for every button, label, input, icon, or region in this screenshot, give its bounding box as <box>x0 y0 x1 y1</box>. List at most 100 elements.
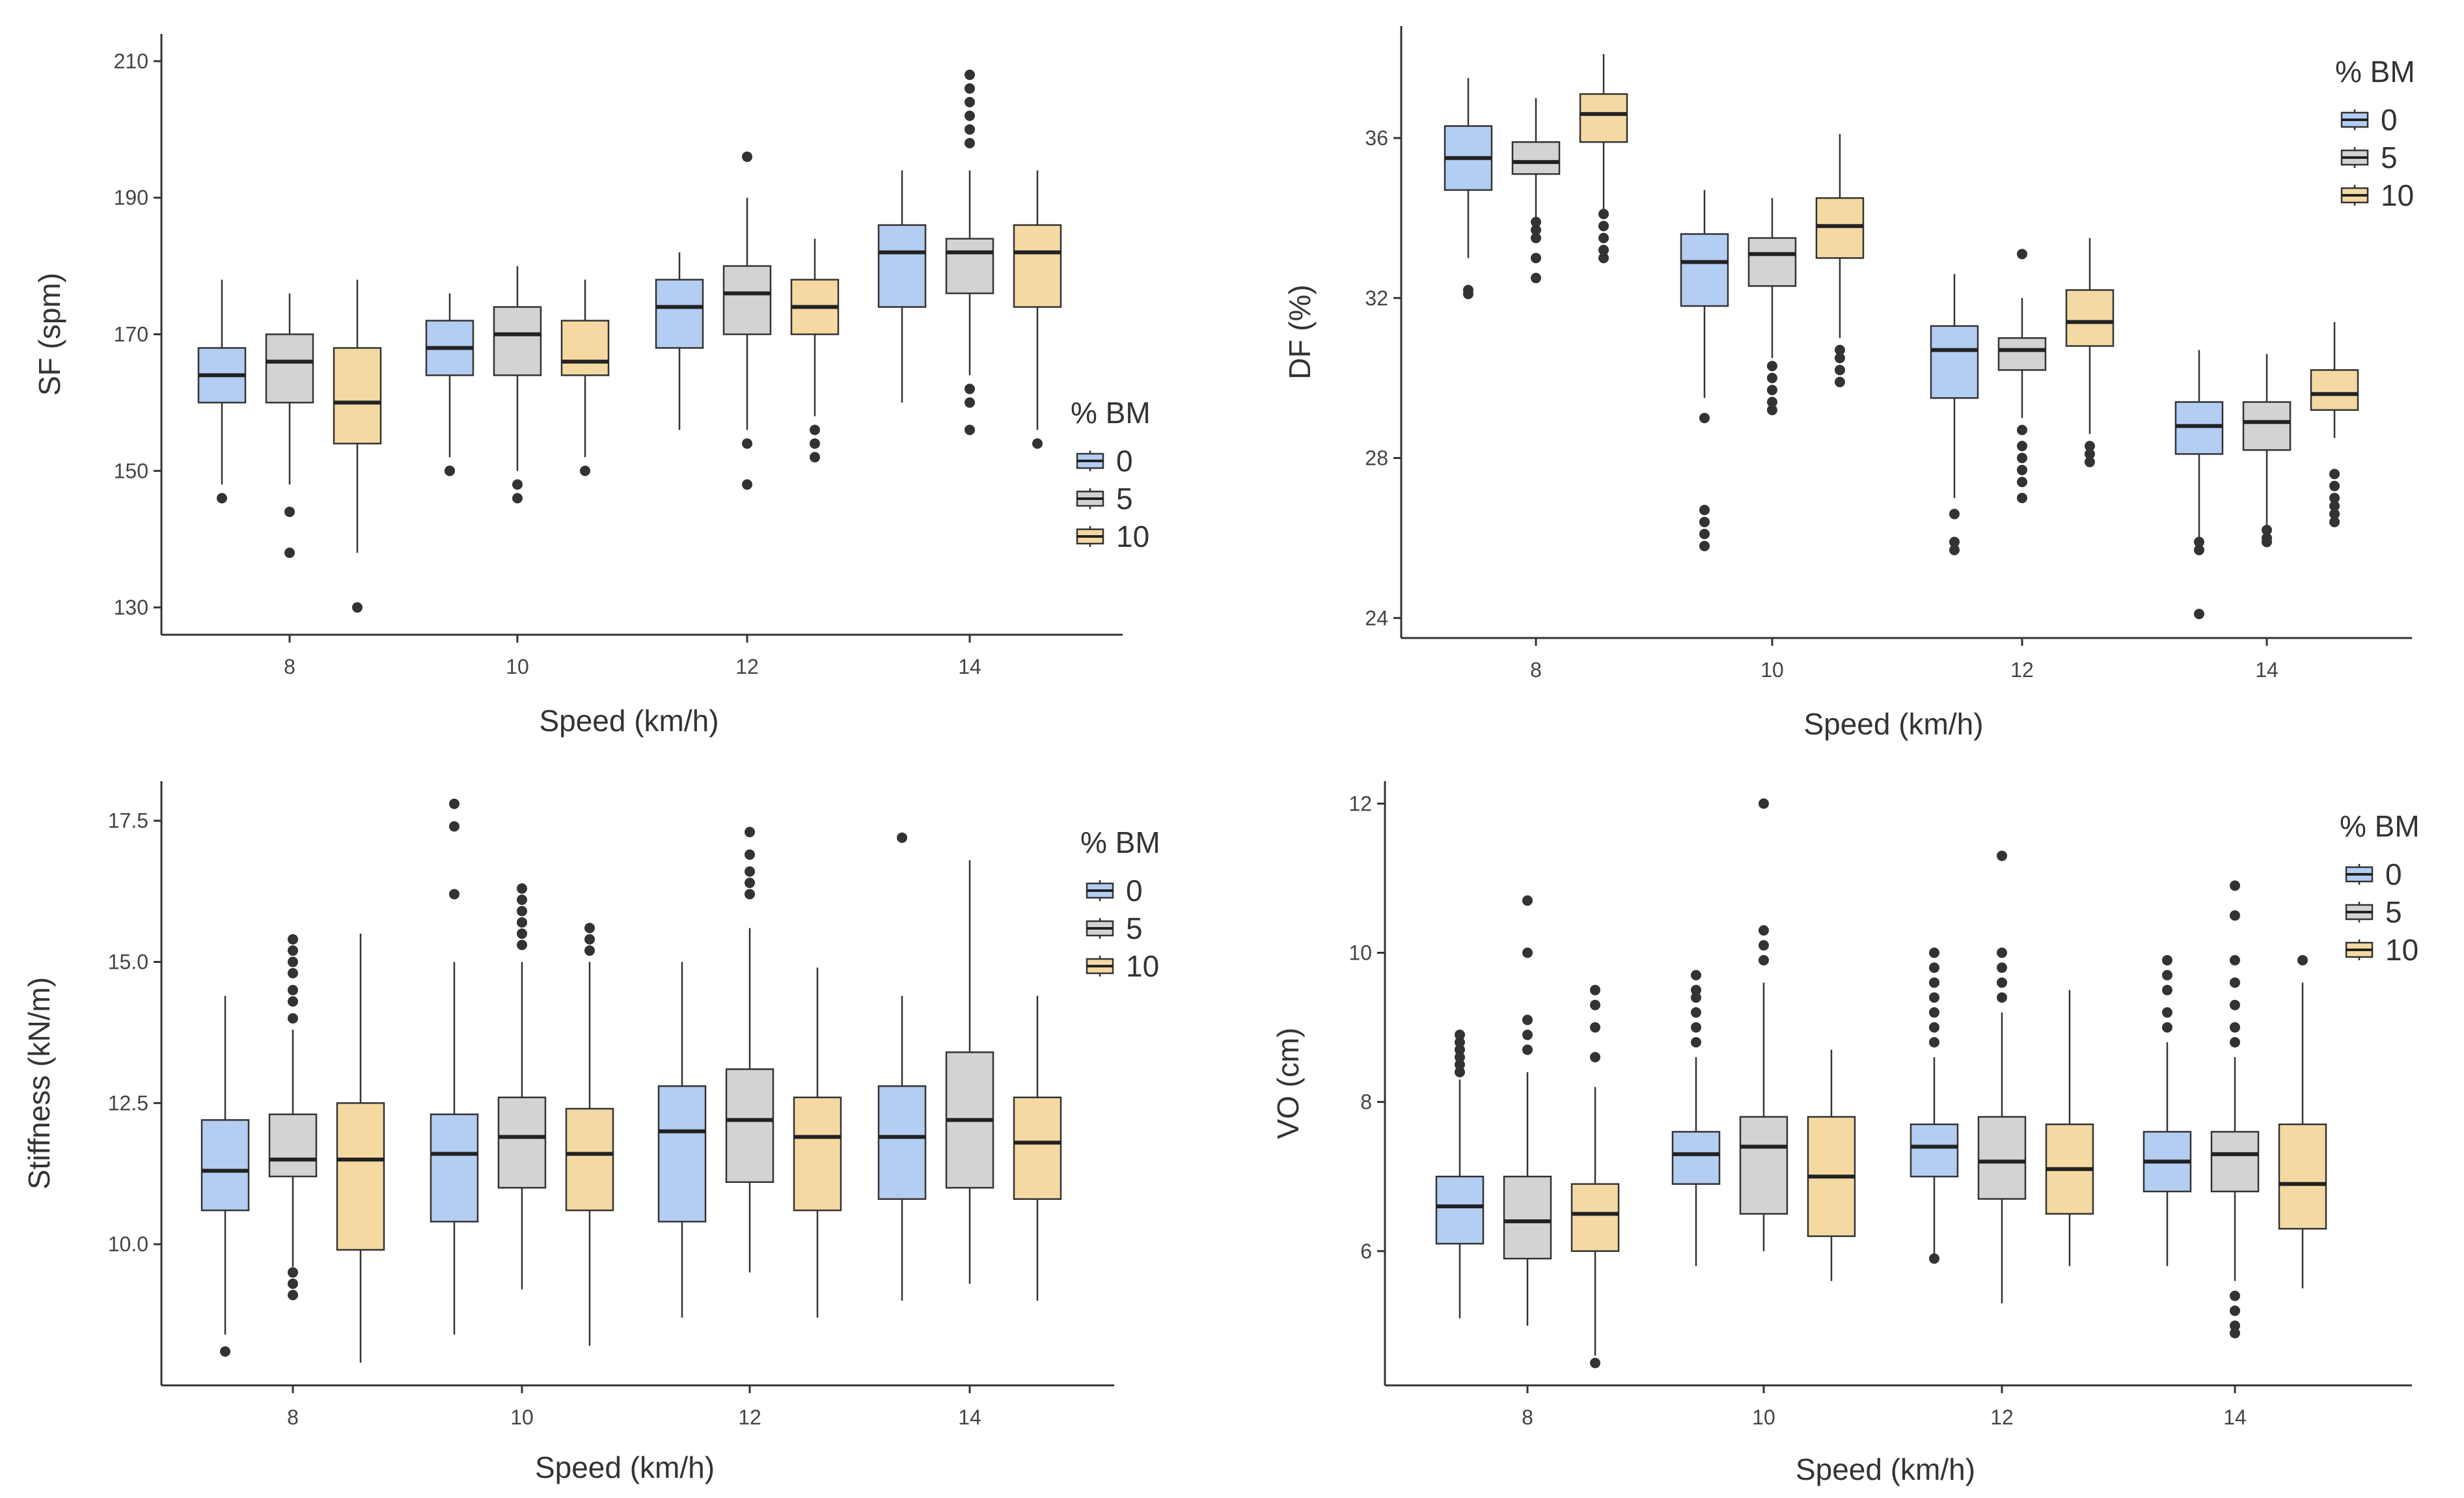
x-tick-label: 12 <box>738 1406 761 1429</box>
outlier-point <box>1032 438 1043 449</box>
box-5-speed-10 <box>1747 198 1797 415</box>
box-iqr <box>793 1096 842 1212</box>
outlier-point <box>1598 208 1609 219</box>
outlier-point <box>1691 969 1701 980</box>
box-iqr <box>722 265 772 335</box>
outlier-point <box>1691 984 1701 995</box>
outlier-point <box>965 124 975 135</box>
outlier-point <box>2017 441 2027 452</box>
outlier-point <box>1835 344 1845 355</box>
box-iqr <box>268 1113 318 1178</box>
outlier-point <box>2162 1007 2172 1018</box>
box-iqr <box>1511 141 1561 175</box>
legend: % BM 0 5 10 <box>1071 396 1151 553</box>
y-axis-title: VO (cm) <box>1271 1027 1305 1139</box>
outlier-point <box>512 479 523 490</box>
box-10-speed-10 <box>1807 1049 1856 1281</box>
outlier-point <box>745 827 755 838</box>
box-iqr <box>200 1119 250 1212</box>
outlier-point <box>1929 1036 1939 1047</box>
box-iqr <box>1680 233 1729 307</box>
box-0-speed-12 <box>1910 947 1959 1264</box>
outlier-point <box>745 849 755 860</box>
legend-label-5: 5 <box>2385 895 2402 929</box>
y-tick-label: 190 <box>114 186 148 210</box>
box-iqr <box>560 320 610 376</box>
outlier-point <box>1699 505 1710 516</box>
x-axis-title: Speed (km/h) <box>535 1450 715 1484</box>
outlier-point <box>965 96 975 107</box>
outlier-point <box>965 383 975 395</box>
y-tick-label: 10 <box>1348 941 1372 965</box>
outlier-point <box>742 438 752 449</box>
outlier-point <box>1699 540 1710 551</box>
outlier-point <box>1455 1066 1465 1077</box>
legend-label-0: 0 <box>1126 874 1143 908</box>
y-tick-label: 12.5 <box>108 1091 148 1115</box>
outlier-point <box>220 1346 230 1357</box>
outlier-point <box>1455 1059 1465 1070</box>
box-iqr <box>1977 1116 2027 1200</box>
y-tick-label: 210 <box>114 49 148 73</box>
chart-panel-2: 24 28 32 36 8 10 12 14 Speed (km/h) DF (%) % BM 0 5 1… <box>1283 26 2415 741</box>
outlier-point <box>517 883 527 894</box>
outlier-point <box>1463 288 1473 299</box>
y-tick-label: 6 <box>1360 1240 1372 1263</box>
y-tick-label: 8 <box>1360 1090 1372 1114</box>
box-iqr <box>1997 337 2047 371</box>
box-10-speed-8 <box>1570 984 1620 1368</box>
outlier-point <box>217 493 227 504</box>
outlier-point <box>1455 1044 1465 1055</box>
box-0-speed-12 <box>655 252 704 430</box>
x-tick-label: 8 <box>287 1406 299 1429</box>
x-tick-label: 12 <box>2010 658 2034 682</box>
legend-label-5: 5 <box>2381 141 2398 174</box>
outlier-point <box>1531 232 1541 243</box>
outlier-point <box>288 996 298 1007</box>
outlier-point <box>1929 1022 1939 1033</box>
outlier-point <box>1759 798 1769 809</box>
outlier-point <box>1949 544 1960 555</box>
outlier-point <box>1949 508 1960 520</box>
outlier-point <box>745 878 755 889</box>
outlier-point <box>2230 1022 2240 1033</box>
box-iqr <box>877 224 927 308</box>
outlier-point <box>288 984 298 995</box>
box-iqr <box>945 238 994 294</box>
y-tick-label: 36 <box>1365 126 1388 150</box>
outlier-point <box>517 928 527 939</box>
box-iqr <box>725 1068 774 1184</box>
outlier-point <box>2230 910 2240 921</box>
x-tick-label: 14 <box>2255 658 2279 682</box>
x-tick-label: 14 <box>958 655 981 678</box>
box-10-speed-10 <box>560 279 610 477</box>
outlier-point <box>1598 221 1609 232</box>
chart-panel-1: 130 150 170 190 210 8 10 12 14 Speed (km/h) SF (sp… <box>33 34 1151 738</box>
x-tick-label: 8 <box>1530 658 1542 682</box>
y-tick-label: 17.5 <box>108 809 148 833</box>
outlier-point <box>2230 1290 2240 1301</box>
legend-title: % BM <box>2335 55 2415 89</box>
outlier-point <box>1522 947 1533 958</box>
outlier-point <box>2085 449 2095 460</box>
outlier-point <box>810 452 820 463</box>
outlier-point <box>1531 273 1541 284</box>
box-10-speed-12 <box>793 967 842 1318</box>
y-axis-title: DF (%) <box>1283 284 1317 380</box>
box-10-speed-12 <box>2045 990 2094 1266</box>
box-iqr <box>1579 93 1628 143</box>
box-5-speed-14 <box>945 69 994 436</box>
box-5-speed-8 <box>1503 895 1552 1326</box>
outlier-point <box>965 83 975 94</box>
outlier-point <box>2230 999 2240 1010</box>
box-iqr <box>333 347 382 445</box>
outlier-point <box>288 956 298 967</box>
outlier-point <box>1929 962 1939 973</box>
outlier-point <box>1997 947 2007 958</box>
outlier-point <box>2329 492 2340 503</box>
legend-label-10: 10 <box>1126 949 1159 983</box>
outlier-point <box>284 506 295 518</box>
box-iqr <box>1671 1131 1721 1185</box>
outlier-point <box>965 397 975 408</box>
outlier-point <box>2329 501 2340 512</box>
